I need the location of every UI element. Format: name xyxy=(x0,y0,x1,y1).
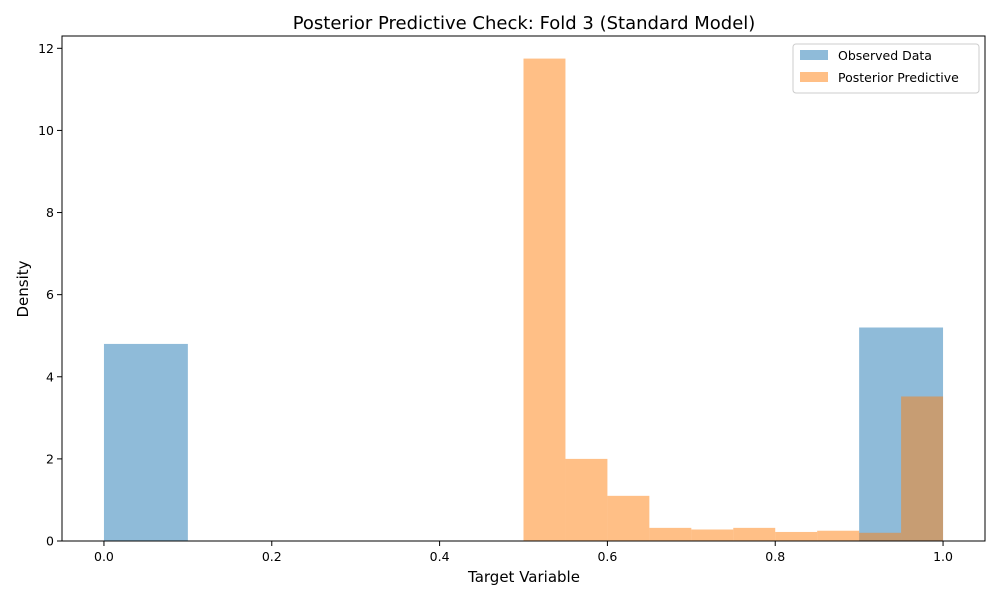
plot-frame xyxy=(61,35,986,542)
histogram-bar xyxy=(565,458,608,541)
histogram-bar xyxy=(691,529,734,541)
y-tick-label: 4 xyxy=(46,369,54,384)
legend-label: Posterior Predictive xyxy=(838,70,959,85)
x-axis-label: Target Variable xyxy=(467,568,580,586)
y-tick-label: 12 xyxy=(38,41,54,56)
x-tick-label: 0.4 xyxy=(430,549,450,564)
legend-swatch xyxy=(800,72,828,82)
x-tick-label: 0.6 xyxy=(597,549,617,564)
legend-swatch xyxy=(800,50,828,60)
legend-items: Observed Data Posterior Predictive xyxy=(800,48,959,85)
chart-title: Posterior Predictive Check: Fold 3 (Stan… xyxy=(293,13,756,34)
x-tick-label: 0.2 xyxy=(262,549,282,564)
y-tick-label: 6 xyxy=(46,287,54,302)
y-tick-label: 8 xyxy=(46,205,54,220)
x-tick-label: 0.0 xyxy=(94,549,114,564)
x-tick-label: 1.0 xyxy=(933,549,953,564)
x-tick-label: 0.8 xyxy=(765,549,785,564)
legend: Observed Data Posterior Predictive xyxy=(792,43,980,94)
histogram-bar xyxy=(607,495,650,541)
series-posterior-bars xyxy=(523,58,944,542)
y-tick-label: 0 xyxy=(46,534,54,549)
histogram-bar xyxy=(649,527,692,541)
legend-box xyxy=(792,43,980,94)
histogram-bar xyxy=(817,530,860,541)
bars-layer xyxy=(103,58,944,542)
y-axis-label: Density xyxy=(14,260,32,317)
histogram-bar xyxy=(733,527,776,541)
histogram-bar xyxy=(859,532,902,541)
histogram-bar xyxy=(901,396,944,541)
histogram-bar xyxy=(523,58,566,542)
y-tick-label: 2 xyxy=(46,451,54,466)
y-axis-ticks: 0 2 4 6 8 10 12 xyxy=(38,41,62,549)
histogram-bar xyxy=(775,531,818,541)
x-axis-ticks: 0.0 0.2 0.4 0.6 0.8 1.0 xyxy=(94,541,953,564)
legend-label: Observed Data xyxy=(838,48,932,63)
y-tick-label: 10 xyxy=(38,123,54,138)
histogram-bar xyxy=(103,343,188,541)
